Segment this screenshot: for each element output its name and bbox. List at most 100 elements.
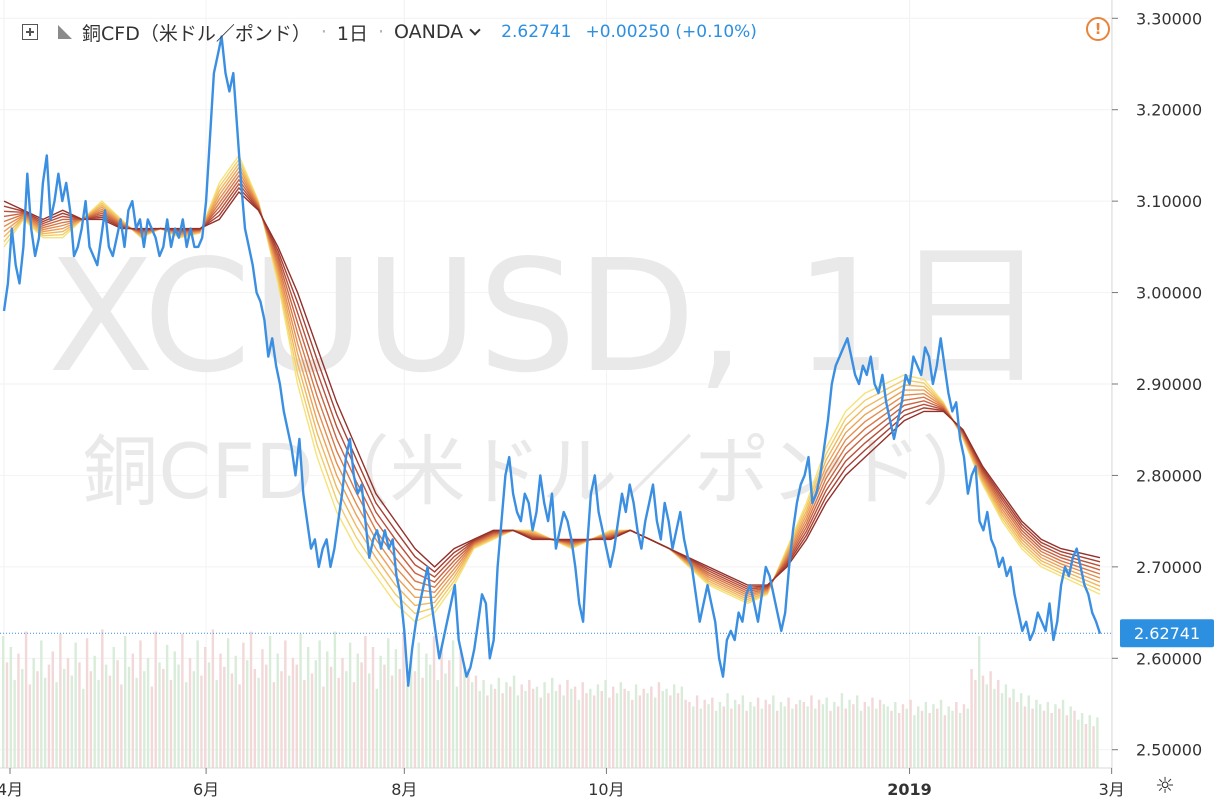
volume-bar [814,708,817,768]
volume-bar [409,658,413,768]
volume-bar [512,675,516,768]
volume-bar [943,715,947,768]
gear-icon[interactable]: ☼ [1155,774,1175,799]
volume-bar [97,680,100,768]
volume-bar [74,642,77,768]
volume-bar [440,647,443,768]
volume-bar [93,655,96,768]
volume-bar [181,633,184,768]
volume-bar [615,693,619,768]
volume-bar [1084,724,1088,768]
volume-bar [188,658,192,768]
expand-icon[interactable] [22,24,38,40]
volume-bar [688,702,691,768]
y-axis[interactable]: 3.30000 3.20000 3.10000 3.00000 2.90000 2.800… [1111,0,1216,808]
volume-bar [451,640,455,768]
volume-bar [432,636,436,768]
volume-bar [608,697,611,768]
volume-bar [1042,710,1046,768]
volume-bar [676,693,680,768]
volume-bar [307,647,310,768]
volume-bar [215,680,218,768]
volume-bar [978,636,981,768]
volume-bar [127,666,131,768]
volume-bar [989,671,992,768]
volume-bar [623,688,626,768]
volume-bar [474,675,478,768]
volume-bar [1050,713,1053,768]
volume-bar [383,664,386,768]
volume-bar [337,677,340,768]
volume-bar [558,684,562,768]
volume-bar [135,677,138,768]
symbol-title[interactable]: 銅CFD（米ドル／ポンド） [82,22,311,45]
y-tick-label: 2.90000 [1136,375,1202,394]
alert-icon[interactable]: ! [1086,17,1110,41]
volume-bar [981,675,985,768]
volume-bar [707,704,710,768]
volume-bar [1077,719,1080,768]
interval-label[interactable]: 1日 [336,22,368,45]
volume-bar [326,651,329,768]
volume-bar [509,686,512,768]
volume-bar [196,640,199,768]
chart-header: 銅CFD（米ドル／ポンド） · 1日 · OANDA 2.62741 +0.00… [0,14,757,50]
volume-bar [913,715,916,768]
volume-bar [17,653,20,768]
volume-bar [47,664,51,768]
volume-bar [680,686,684,768]
volume-bar [425,653,428,768]
broker-label[interactable]: OANDA [394,21,464,43]
volume-bar [821,704,825,768]
volume-bar [631,699,634,768]
volume-bar [673,684,676,768]
x-axis[interactable]: 4月6月8月10月20193月5月7月 [0,767,1216,808]
volume-bar [333,631,337,768]
volume-bar [936,708,939,768]
y-tick-label: 2.60000 [1136,649,1202,668]
volume-bar [78,662,81,768]
volume-bar [726,693,729,768]
watermark-symbol: XCUUSD, 1日 [48,226,1048,407]
volume-bar [970,669,973,768]
volume-bar [573,686,577,768]
chevron-down-icon[interactable] [469,23,481,36]
volume-bar [1061,699,1065,768]
volume-bar [920,710,924,768]
volume-bar [882,704,886,768]
volume-bar [101,629,104,768]
volume-bar [470,682,474,768]
volume-bar [779,702,783,768]
volume-bar [684,699,687,768]
volume-bar [665,688,668,768]
volume-bar [478,691,481,768]
volume-bar [463,666,466,768]
volume-bar [417,642,420,768]
volume-bar [695,695,699,768]
volume-bar [249,631,253,768]
volume-bar [1027,695,1030,768]
volume-bar [787,697,790,768]
last-price: 2.62741 [501,22,572,42]
volume-bar [200,675,203,768]
volume-bar [829,710,832,768]
volume-bar [1031,708,1034,768]
volume-bar [356,653,359,768]
volume-bar [554,691,558,768]
volume-bar [1046,702,1050,768]
volume-bar [421,677,424,768]
volume-bars [2,629,1099,768]
volume-bar [928,713,931,768]
volume-bar [162,669,165,768]
volume-bar [1016,702,1019,768]
volume-bar [1058,708,1061,768]
volume-bar [985,684,989,768]
volume-bar [856,695,859,768]
volume-bar [867,706,870,768]
volume-bar [577,699,581,768]
volume-bar [951,710,954,768]
volume-bar [962,704,966,768]
volume-bar [859,710,863,768]
volume-bar [9,647,13,768]
